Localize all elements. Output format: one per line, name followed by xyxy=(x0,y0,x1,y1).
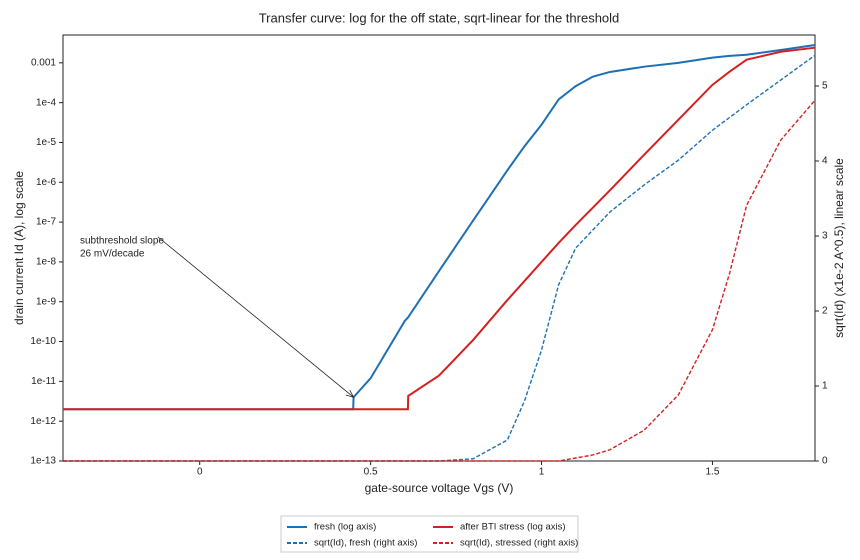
y2-tick-label: 5 xyxy=(822,81,828,92)
y-tick-label: 1e-6 xyxy=(36,177,56,188)
x-tick-label: 0 xyxy=(197,467,203,478)
y-axis-label: drain current Id (A), log scale xyxy=(12,171,26,325)
plot-frame xyxy=(62,34,816,462)
y-tick-label: 1e-5 xyxy=(36,137,56,148)
y2-tick-label: 4 xyxy=(822,156,828,167)
y-tick-label: 1e-4 xyxy=(36,97,56,108)
legend-label: sqrt(Id), fresh (right axis) xyxy=(314,538,417,549)
y-tick-label: 1e-9 xyxy=(36,296,56,307)
y-tick-label: 1e-11 xyxy=(31,376,56,387)
y2-tick-label: 3 xyxy=(822,231,828,242)
y2-tick-label: 1 xyxy=(822,381,828,392)
series-line xyxy=(63,54,816,462)
annotation-text: subthreshold slope xyxy=(80,236,164,247)
legend-label: fresh (log axis) xyxy=(314,522,376,533)
annotation-arrow xyxy=(157,236,354,398)
y-tick-label: 1e-10 xyxy=(30,336,56,347)
series-line xyxy=(63,46,816,411)
x-tick-label: 1.5 xyxy=(706,467,720,478)
y-tick-label: 1e-7 xyxy=(36,217,56,228)
y-tick-label: 0.001 xyxy=(31,57,56,68)
y-tick-label: 1e-12 xyxy=(30,416,56,427)
chart-title: Transfer curve: log for the off state, s… xyxy=(259,10,620,25)
x-tick-label: 0.5 xyxy=(364,467,378,478)
x-axis-label: gate-source voltage Vgs (V) xyxy=(365,481,514,495)
series-line xyxy=(63,44,816,411)
annotation-text: 26 mV/decade xyxy=(80,249,145,260)
y2-tick-label: 2 xyxy=(822,306,828,317)
legend-box xyxy=(280,515,579,553)
y2-axis-label: sqrt(Id) (x1e-2 A^0.5), linear scale xyxy=(832,158,846,338)
y-tick-label: 1e-13 xyxy=(30,456,56,467)
y2-tick-label: 0 xyxy=(822,456,828,467)
series-line xyxy=(63,99,816,462)
annotation-arrowhead xyxy=(345,389,355,398)
legend-label: after BTI stress (log axis) xyxy=(460,522,566,533)
y-tick-label: 1e-8 xyxy=(36,257,56,268)
legend-label: sqrt(Id), stressed (right axis) xyxy=(460,538,578,549)
x-tick-label: 1 xyxy=(539,467,545,478)
